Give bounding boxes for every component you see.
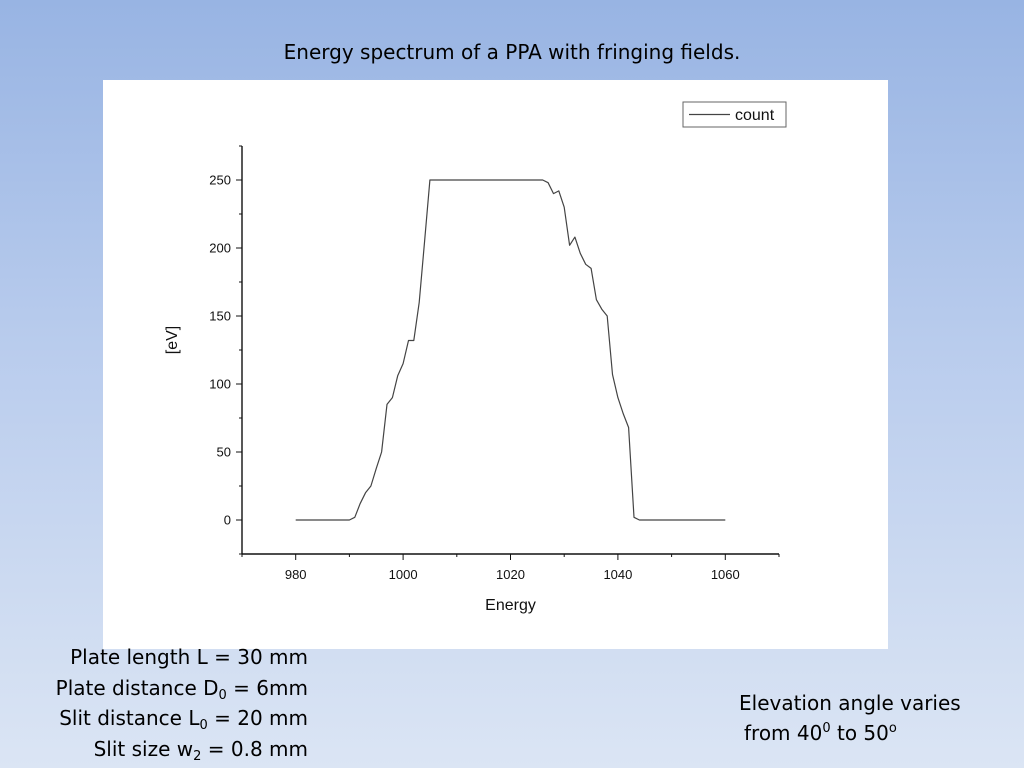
series-line-count [295,179,726,521]
slit-distance-param: Slit distance L0 = 20 mm [59,706,308,733]
parameter-list: Plate length L = 30 mm Plate distance D0… [0,642,308,764]
y-axis-label: [eV] [164,326,181,354]
slit-size-param: Slit size w2 = 0.8 mm [93,736,308,764]
legend: count [682,101,787,128]
x-tick-label: 1000 [389,567,418,582]
y-tick-label: 200 [209,241,231,256]
chart-panel: 980 1000 1020 1040 1060 0 50 100 150 200 250 Energy… [103,80,888,649]
x-tick-label: 1040 [603,567,632,582]
elevation-line-2: from 400 to 50o [744,721,897,745]
y-tick-label: 250 [209,173,231,188]
legend-label: count [735,107,775,124]
elevation-note: Elevation angle varies from 400 to 50o [739,688,1019,748]
y-tick-label: 50 [217,445,231,460]
plate-distance-param: Plate distance D0 = 6mm [55,675,308,703]
x-tick-label: 1060 [711,567,740,582]
x-tick-label: 1020 [496,567,525,582]
elevation-line-1: Elevation angle varies [739,691,961,715]
axes: 980 1000 1020 1040 1060 0 50 100 150 200 250 Energy… [164,145,780,614]
plot-area [295,179,726,521]
x-axis-label: Energy [485,597,536,614]
y-tick-label: 0 [224,513,231,528]
plate-length-param: Plate length L = 30 mm [70,645,308,669]
chart-svg: 980 1000 1020 1040 1060 0 50 100 150 200 250 Energy… [164,101,787,614]
x-tick-label: 980 [285,567,307,582]
y-tick-label: 150 [209,309,231,324]
y-tick-label: 100 [209,377,231,392]
slide-title: Energy spectrum of a PPA with fringing f… [283,40,741,64]
